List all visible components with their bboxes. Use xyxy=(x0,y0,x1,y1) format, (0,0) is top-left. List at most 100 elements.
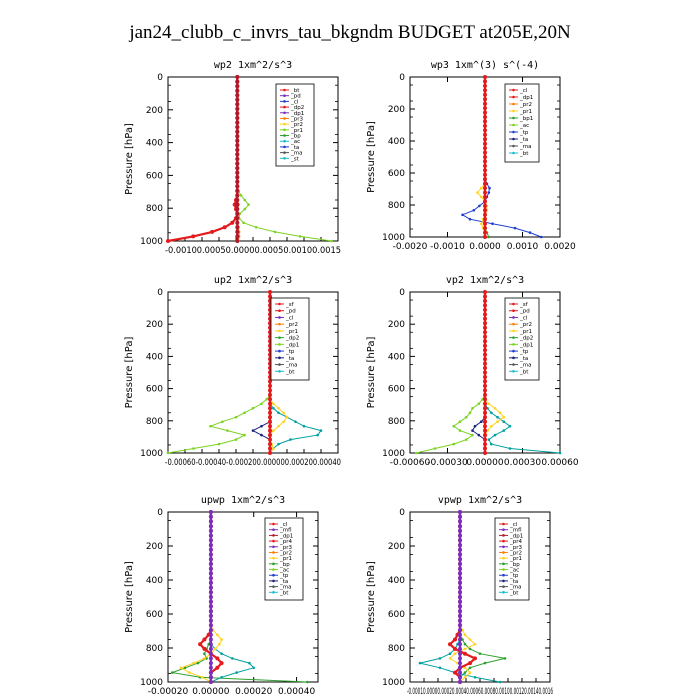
data-point xyxy=(217,442,221,446)
data-point xyxy=(458,566,462,571)
data-point xyxy=(458,519,462,524)
data-point xyxy=(468,647,472,651)
legend-label: _ta xyxy=(290,145,299,151)
data-point xyxy=(208,510,213,514)
data-point xyxy=(483,451,487,455)
data-point xyxy=(208,599,213,604)
data-point xyxy=(458,661,462,666)
legend-marker xyxy=(278,302,281,306)
plot-frame xyxy=(167,511,319,683)
y-tick-label: 600 xyxy=(146,610,163,620)
data-point xyxy=(208,665,213,670)
series-line xyxy=(484,292,505,453)
legend-label: _pr1 xyxy=(509,556,522,562)
data-point xyxy=(468,217,472,221)
data-point xyxy=(235,84,240,89)
legend-label: _bt xyxy=(519,369,529,375)
data-point xyxy=(222,225,227,230)
data-point xyxy=(215,656,220,661)
data-point xyxy=(235,220,240,225)
data-point xyxy=(220,652,223,655)
data-point xyxy=(277,407,280,410)
data-point xyxy=(235,157,240,161)
data-point xyxy=(268,451,272,455)
y-axis-label: Pressure [hPa] xyxy=(124,123,135,195)
x-tick-label: 0.00000 xyxy=(466,458,503,468)
data-point xyxy=(476,191,479,194)
data-point xyxy=(508,424,512,428)
data-point xyxy=(268,415,272,420)
legend-label: _ac xyxy=(509,568,519,574)
data-point xyxy=(480,420,483,424)
data-point xyxy=(458,561,462,566)
data-point xyxy=(453,646,457,651)
data-point xyxy=(458,675,462,680)
data-point xyxy=(472,209,476,212)
data-point xyxy=(458,623,462,628)
data-point xyxy=(268,388,272,393)
data-point xyxy=(252,666,255,670)
data-point xyxy=(483,294,487,299)
y-tick-label: 200 xyxy=(388,320,405,330)
legend-label: _ta xyxy=(509,579,518,585)
data-point xyxy=(458,599,462,604)
legend-label: _dp1 xyxy=(519,95,533,101)
data-point xyxy=(503,657,507,660)
data-point xyxy=(268,419,272,424)
x-tick-label: 0.00020 xyxy=(235,687,272,697)
data-point xyxy=(203,657,206,660)
y-tick-label: 600 xyxy=(146,385,163,395)
data-point xyxy=(483,401,487,406)
y-tick-label: 200 xyxy=(388,105,405,115)
data-point xyxy=(235,93,240,98)
data-point xyxy=(448,652,452,655)
data-point xyxy=(483,375,487,379)
data-point xyxy=(448,642,452,647)
legend-label: _bt xyxy=(519,151,529,157)
legend-marker xyxy=(272,545,275,549)
data-point xyxy=(260,424,263,428)
panel-6: vpwp 1xm^2/s^3 Pressure [hPa] 0 200 400 600 80… xyxy=(366,495,553,697)
data-point xyxy=(235,198,240,202)
y-tick-label: 200 xyxy=(388,542,405,552)
data-point xyxy=(268,290,272,294)
data-point xyxy=(243,433,246,437)
y-axis-label: Pressure [hPa] xyxy=(124,561,135,633)
data-point xyxy=(235,152,240,157)
data-point xyxy=(458,571,462,576)
legend-marker xyxy=(283,145,286,149)
data-point xyxy=(235,111,240,116)
y-tick-label: 600 xyxy=(388,169,405,179)
data-point xyxy=(306,680,309,684)
panel-3: up2 1xm^2/s^3 Pressure [hPa] 0 200 400 600 800… xyxy=(124,275,341,468)
data-point xyxy=(477,433,481,437)
data-point xyxy=(208,651,213,656)
data-point xyxy=(268,442,272,447)
data-point xyxy=(268,392,272,397)
legend-marker xyxy=(502,579,505,583)
y-axis-label: Pressure [hPa] xyxy=(366,561,377,633)
panel-title: wp3 1xm^(3) s^(-4) xyxy=(431,60,539,71)
data-point xyxy=(438,666,442,670)
data-point xyxy=(468,671,472,674)
data-point xyxy=(483,137,487,142)
legend-marker xyxy=(512,316,515,319)
data-point xyxy=(202,637,207,642)
data-point xyxy=(188,671,191,674)
y-axis-label: Pressure [hPa] xyxy=(366,337,377,409)
data-point xyxy=(458,670,462,675)
data-point xyxy=(196,661,200,665)
data-point xyxy=(302,424,306,428)
data-point xyxy=(218,642,221,646)
data-point xyxy=(235,239,240,243)
legend-marker xyxy=(278,309,281,313)
legend-label: _cl xyxy=(509,522,518,528)
legend-marker xyxy=(272,528,275,531)
legend-box xyxy=(270,297,310,381)
legend-box xyxy=(504,297,540,381)
data-point xyxy=(468,661,472,666)
legend-marker xyxy=(502,556,505,560)
data-point xyxy=(235,211,240,216)
data-point xyxy=(483,388,487,393)
data-point xyxy=(483,208,487,213)
